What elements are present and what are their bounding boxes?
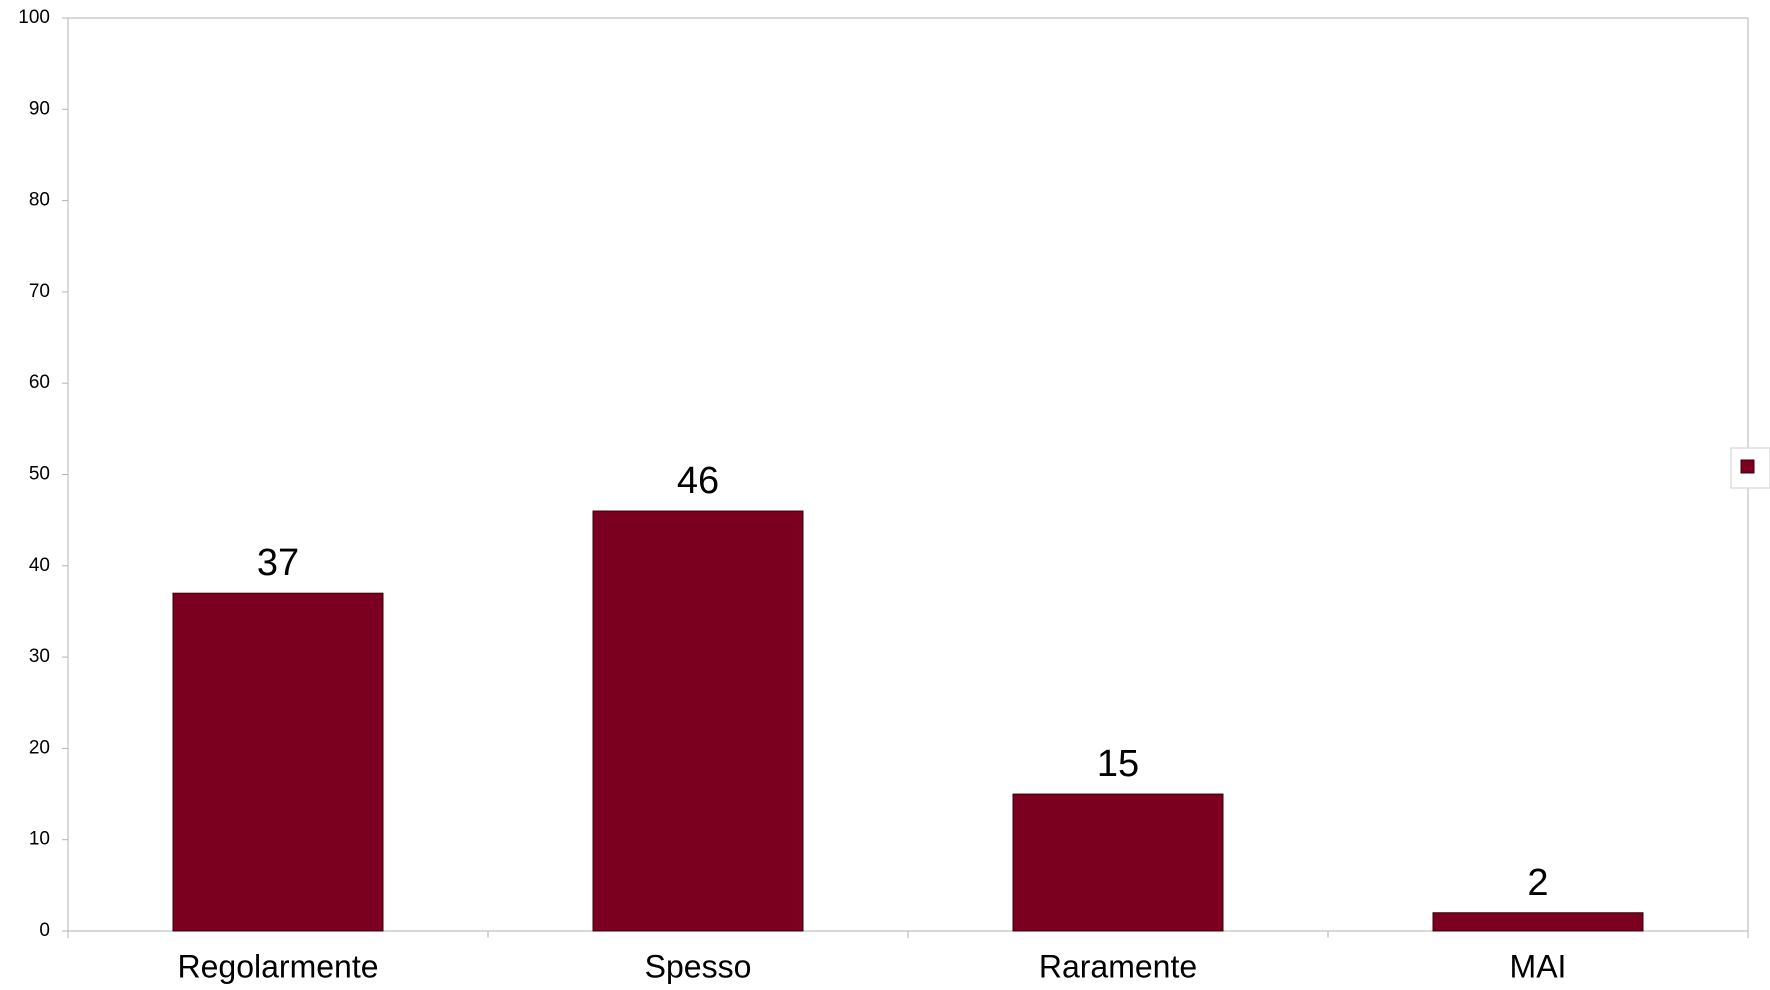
y-tick-label: 0 — [39, 920, 50, 941]
y-axis: 0 10 20 30 40 50 60 70 80 90 100 — [18, 7, 68, 941]
bar[interactable] — [172, 592, 384, 932]
x-tick-label: Regolarmente — [178, 948, 379, 984]
x-tick-label: Spesso — [645, 948, 752, 984]
bars — [172, 510, 1644, 932]
data-labels: 37 46 15 2 — [257, 460, 1549, 904]
bar[interactable] — [592, 510, 804, 932]
x-axis: Regolarmente Spesso Raramente MAI — [67, 931, 1749, 984]
bar[interactable] — [1012, 793, 1224, 932]
x-tick-label: MAI — [1510, 948, 1567, 984]
legend-box — [1730, 447, 1770, 489]
legend[interactable] — [1730, 447, 1770, 489]
y-tick-label: 90 — [29, 98, 50, 119]
legend-swatch[interactable] — [1740, 459, 1755, 474]
data-label: 15 — [1097, 743, 1139, 785]
y-tick-label: 50 — [29, 464, 50, 485]
y-tick-label: 30 — [29, 646, 50, 667]
y-tick-label: 100 — [18, 7, 50, 28]
x-tick-label: Raramente — [1039, 948, 1197, 984]
y-tick-label: 40 — [29, 555, 50, 576]
y-tick-label: 60 — [29, 372, 50, 393]
data-label: 46 — [677, 460, 719, 502]
data-label: 37 — [257, 542, 299, 584]
y-tick-label: 80 — [29, 190, 50, 211]
y-tick-label: 20 — [29, 737, 50, 758]
data-label: 2 — [1527, 862, 1548, 904]
y-tick-label: 70 — [29, 281, 50, 302]
bar[interactable] — [1432, 912, 1644, 932]
y-tick-label: 10 — [29, 829, 50, 850]
